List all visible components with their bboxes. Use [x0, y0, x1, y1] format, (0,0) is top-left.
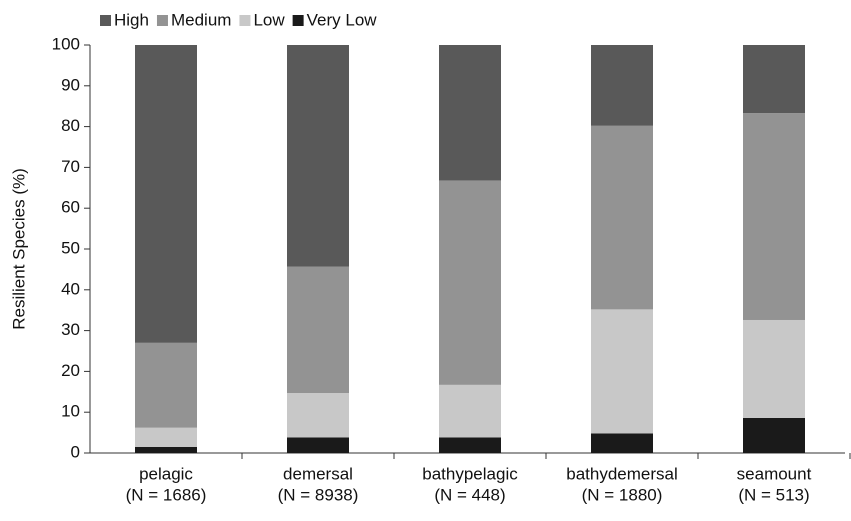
bar-segment [287, 45, 349, 267]
y-tick-label: 20 [61, 361, 80, 380]
x-tick-label: (N = 513) [738, 485, 809, 504]
legend-swatch [156, 15, 168, 26]
y-tick-label: 60 [61, 198, 80, 217]
x-tick-label: (N = 448) [434, 485, 505, 504]
bar-segment [591, 125, 653, 310]
bar-segment [439, 384, 501, 438]
x-tick-label: bathydemersal [566, 464, 678, 483]
bar-segment [743, 45, 805, 114]
legend-label: High [114, 10, 149, 29]
bar-segment [743, 113, 805, 320]
bar-segment [591, 433, 653, 453]
bar-segment [439, 45, 501, 181]
x-tick-label: (N = 1880) [582, 485, 663, 504]
legend-label: Low [253, 10, 285, 29]
x-tick-label: (N = 8938) [278, 485, 359, 504]
bar-segment [743, 417, 805, 453]
bar-segment [135, 427, 197, 447]
bar-segment [439, 437, 501, 453]
x-tick-label: seamount [737, 464, 812, 483]
bar-segment [135, 45, 197, 343]
bar-segment [591, 309, 653, 434]
x-tick-label: pelagic [139, 464, 193, 483]
bar-segment [287, 437, 349, 453]
y-tick-label: 70 [61, 157, 80, 176]
y-tick-label: 80 [61, 116, 80, 135]
bar-segment [287, 393, 349, 438]
y-tick-label: 100 [52, 34, 80, 53]
legend-label: Very Low [307, 10, 378, 29]
x-tick-label: bathypelagic [422, 464, 518, 483]
legend-swatch [292, 15, 304, 26]
y-tick-label: 10 [61, 402, 80, 421]
bar-segment [439, 180, 501, 385]
legend-swatch [100, 15, 111, 26]
bar-segment [135, 446, 197, 453]
y-axis-label: Resilient Species (%) [9, 168, 28, 330]
x-tick-label: demersal [283, 464, 353, 483]
x-tick-label: (N = 1686) [126, 485, 207, 504]
legend-label: Medium [171, 10, 231, 29]
y-tick-label: 40 [61, 279, 80, 298]
bar-segment [591, 45, 653, 126]
bar-segment [287, 266, 349, 394]
y-tick-label: 0 [71, 442, 80, 461]
y-tick-label: 50 [61, 238, 80, 257]
y-tick-label: 90 [61, 75, 80, 94]
legend-swatch [239, 15, 251, 26]
bar-segment [743, 319, 805, 418]
y-tick-label: 30 [61, 320, 80, 339]
bar-segment [135, 342, 197, 428]
